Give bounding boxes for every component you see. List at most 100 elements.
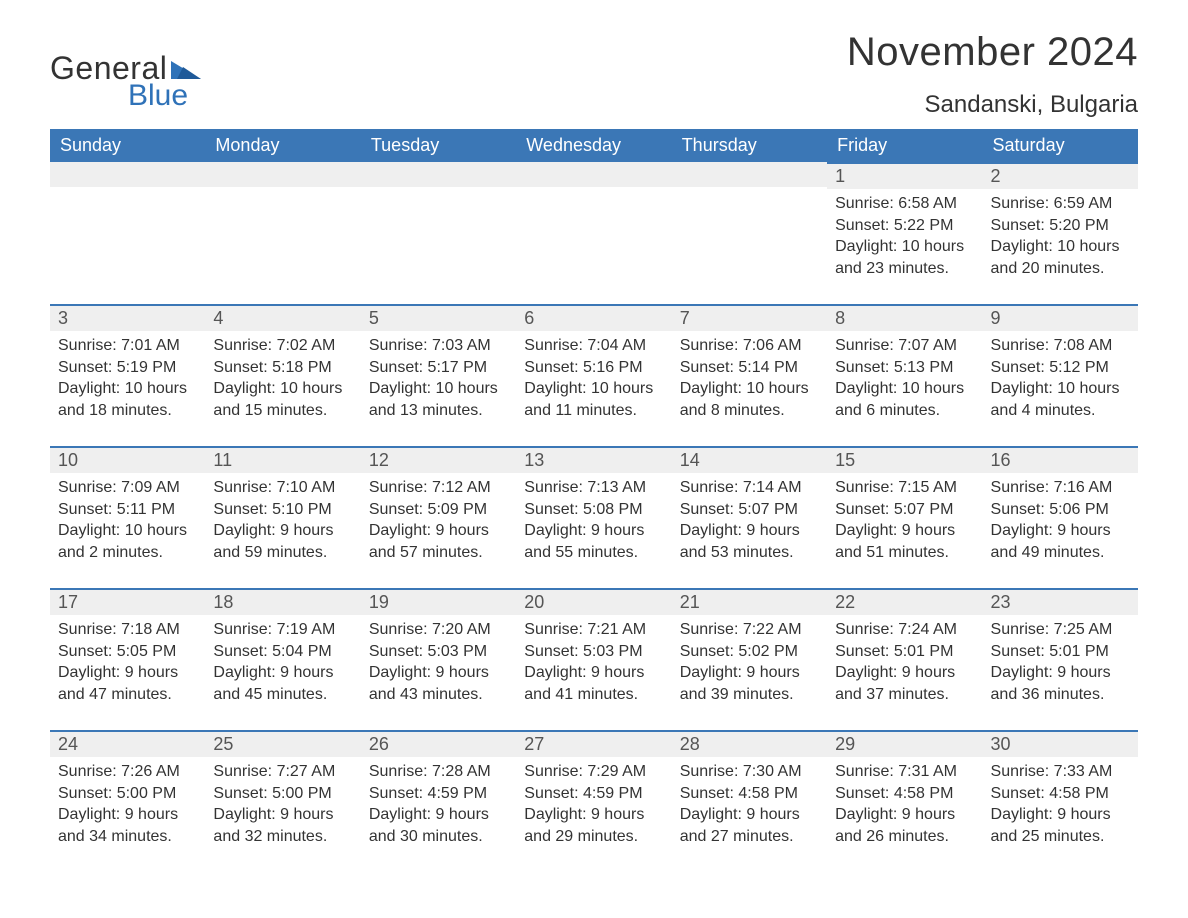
day-number: 28 [672, 730, 827, 757]
day-details: Sunrise: 7:18 AMSunset: 5:05 PMDaylight:… [50, 615, 205, 713]
calendar-week-row: 1Sunrise: 6:58 AMSunset: 5:22 PMDaylight… [50, 162, 1138, 290]
daylight-line2: and 23 minutes. [835, 258, 974, 280]
calendar-week-row: 24Sunrise: 7:26 AMSunset: 5:00 PMDayligh… [50, 730, 1138, 858]
day-number: 12 [361, 446, 516, 473]
day-number: 16 [983, 446, 1138, 473]
daylight-line2: and 6 minutes. [835, 400, 974, 422]
sunrise-text: Sunrise: 7:29 AM [524, 761, 663, 783]
day-number: 3 [50, 304, 205, 331]
daylight-line2: and 15 minutes. [213, 400, 352, 422]
daylight-line1: Daylight: 9 hours [213, 520, 352, 542]
location: Sandanski, Bulgaria [847, 91, 1138, 119]
daylight-line1: Daylight: 9 hours [524, 520, 663, 542]
daylight-line2: and 26 minutes. [835, 826, 974, 848]
day-details: Sunrise: 7:06 AMSunset: 5:14 PMDaylight:… [672, 331, 827, 429]
day-number: 30 [983, 730, 1138, 757]
sunset-text: Sunset: 5:16 PM [524, 357, 663, 379]
sunrise-text: Sunrise: 7:03 AM [369, 335, 508, 357]
logo: General Blue [50, 50, 201, 113]
sunrise-text: Sunrise: 7:28 AM [369, 761, 508, 783]
calendar-cell: 24Sunrise: 7:26 AMSunset: 5:00 PMDayligh… [50, 730, 205, 858]
day-number: 20 [516, 588, 671, 615]
daylight-line1: Daylight: 9 hours [213, 804, 352, 826]
sunset-text: Sunset: 5:04 PM [213, 641, 352, 663]
calendar-cell [50, 162, 205, 290]
daylight-line2: and 4 minutes. [991, 400, 1130, 422]
daylight-line2: and 36 minutes. [991, 684, 1130, 706]
calendar-cell [205, 162, 360, 290]
empty-day-bar [361, 162, 516, 187]
daylight-line1: Daylight: 9 hours [991, 662, 1130, 684]
calendar-cell: 11Sunrise: 7:10 AMSunset: 5:10 PMDayligh… [205, 446, 360, 574]
header: General Blue November 2024 Sandanski, Bu… [50, 30, 1138, 119]
empty-day-bar [516, 162, 671, 187]
day-details: Sunrise: 7:04 AMSunset: 5:16 PMDaylight:… [516, 331, 671, 429]
sunrise-text: Sunrise: 7:12 AM [369, 477, 508, 499]
calendar-week-row: 3Sunrise: 7:01 AMSunset: 5:19 PMDaylight… [50, 304, 1138, 432]
sunrise-text: Sunrise: 6:59 AM [991, 193, 1130, 215]
calendar-cell: 23Sunrise: 7:25 AMSunset: 5:01 PMDayligh… [983, 588, 1138, 716]
sunset-text: Sunset: 5:05 PM [58, 641, 197, 663]
sunrise-text: Sunrise: 7:15 AM [835, 477, 974, 499]
day-details: Sunrise: 7:12 AMSunset: 5:09 PMDaylight:… [361, 473, 516, 571]
sunrise-text: Sunrise: 7:33 AM [991, 761, 1130, 783]
day-number: 25 [205, 730, 360, 757]
day-details: Sunrise: 6:59 AMSunset: 5:20 PMDaylight:… [983, 189, 1138, 287]
weekday-sunday: Sunday [50, 129, 205, 162]
sunset-text: Sunset: 4:59 PM [369, 783, 508, 805]
daylight-line1: Daylight: 9 hours [991, 804, 1130, 826]
day-details: Sunrise: 7:24 AMSunset: 5:01 PMDaylight:… [827, 615, 982, 713]
calendar-cell: 13Sunrise: 7:13 AMSunset: 5:08 PMDayligh… [516, 446, 671, 574]
calendar-cell: 1Sunrise: 6:58 AMSunset: 5:22 PMDaylight… [827, 162, 982, 290]
daylight-line1: Daylight: 9 hours [369, 662, 508, 684]
daylight-line1: Daylight: 9 hours [369, 520, 508, 542]
day-details: Sunrise: 7:10 AMSunset: 5:10 PMDaylight:… [205, 473, 360, 571]
day-number: 13 [516, 446, 671, 473]
sunset-text: Sunset: 5:09 PM [369, 499, 508, 521]
empty-day-bar [672, 162, 827, 187]
day-number: 22 [827, 588, 982, 615]
daylight-line2: and 59 minutes. [213, 542, 352, 564]
sunrise-text: Sunrise: 7:16 AM [991, 477, 1130, 499]
day-number: 5 [361, 304, 516, 331]
daylight-line2: and 34 minutes. [58, 826, 197, 848]
daylight-line2: and 51 minutes. [835, 542, 974, 564]
day-number: 29 [827, 730, 982, 757]
day-number: 11 [205, 446, 360, 473]
daylight-line1: Daylight: 10 hours [369, 378, 508, 400]
sunrise-text: Sunrise: 7:20 AM [369, 619, 508, 641]
day-details: Sunrise: 7:30 AMSunset: 4:58 PMDaylight:… [672, 757, 827, 855]
sunrise-text: Sunrise: 7:02 AM [213, 335, 352, 357]
daylight-line1: Daylight: 10 hours [835, 378, 974, 400]
day-details: Sunrise: 7:16 AMSunset: 5:06 PMDaylight:… [983, 473, 1138, 571]
sunrise-text: Sunrise: 7:01 AM [58, 335, 197, 357]
daylight-line1: Daylight: 9 hours [680, 662, 819, 684]
sunset-text: Sunset: 4:58 PM [680, 783, 819, 805]
sunrise-text: Sunrise: 7:22 AM [680, 619, 819, 641]
calendar-cell: 5Sunrise: 7:03 AMSunset: 5:17 PMDaylight… [361, 304, 516, 432]
sunrise-text: Sunrise: 7:24 AM [835, 619, 974, 641]
day-number: 27 [516, 730, 671, 757]
daylight-line1: Daylight: 9 hours [680, 520, 819, 542]
calendar-cell: 3Sunrise: 7:01 AMSunset: 5:19 PMDaylight… [50, 304, 205, 432]
daylight-line2: and 55 minutes. [524, 542, 663, 564]
sunset-text: Sunset: 5:01 PM [991, 641, 1130, 663]
daylight-line1: Daylight: 10 hours [991, 236, 1130, 258]
day-details: Sunrise: 7:19 AMSunset: 5:04 PMDaylight:… [205, 615, 360, 713]
day-details: Sunrise: 7:22 AMSunset: 5:02 PMDaylight:… [672, 615, 827, 713]
day-number: 17 [50, 588, 205, 615]
daylight-line2: and 37 minutes. [835, 684, 974, 706]
sunset-text: Sunset: 4:59 PM [524, 783, 663, 805]
sunset-text: Sunset: 5:12 PM [991, 357, 1130, 379]
sunset-text: Sunset: 5:00 PM [213, 783, 352, 805]
day-number: 23 [983, 588, 1138, 615]
weekday-wednesday: Wednesday [516, 129, 671, 162]
day-number: 8 [827, 304, 982, 331]
day-details: Sunrise: 7:26 AMSunset: 5:00 PMDaylight:… [50, 757, 205, 855]
day-details: Sunrise: 7:20 AMSunset: 5:03 PMDaylight:… [361, 615, 516, 713]
sunset-text: Sunset: 5:07 PM [680, 499, 819, 521]
day-number: 15 [827, 446, 982, 473]
calendar-cell: 17Sunrise: 7:18 AMSunset: 5:05 PMDayligh… [50, 588, 205, 716]
daylight-line1: Daylight: 9 hours [835, 804, 974, 826]
sunset-text: Sunset: 5:22 PM [835, 215, 974, 237]
